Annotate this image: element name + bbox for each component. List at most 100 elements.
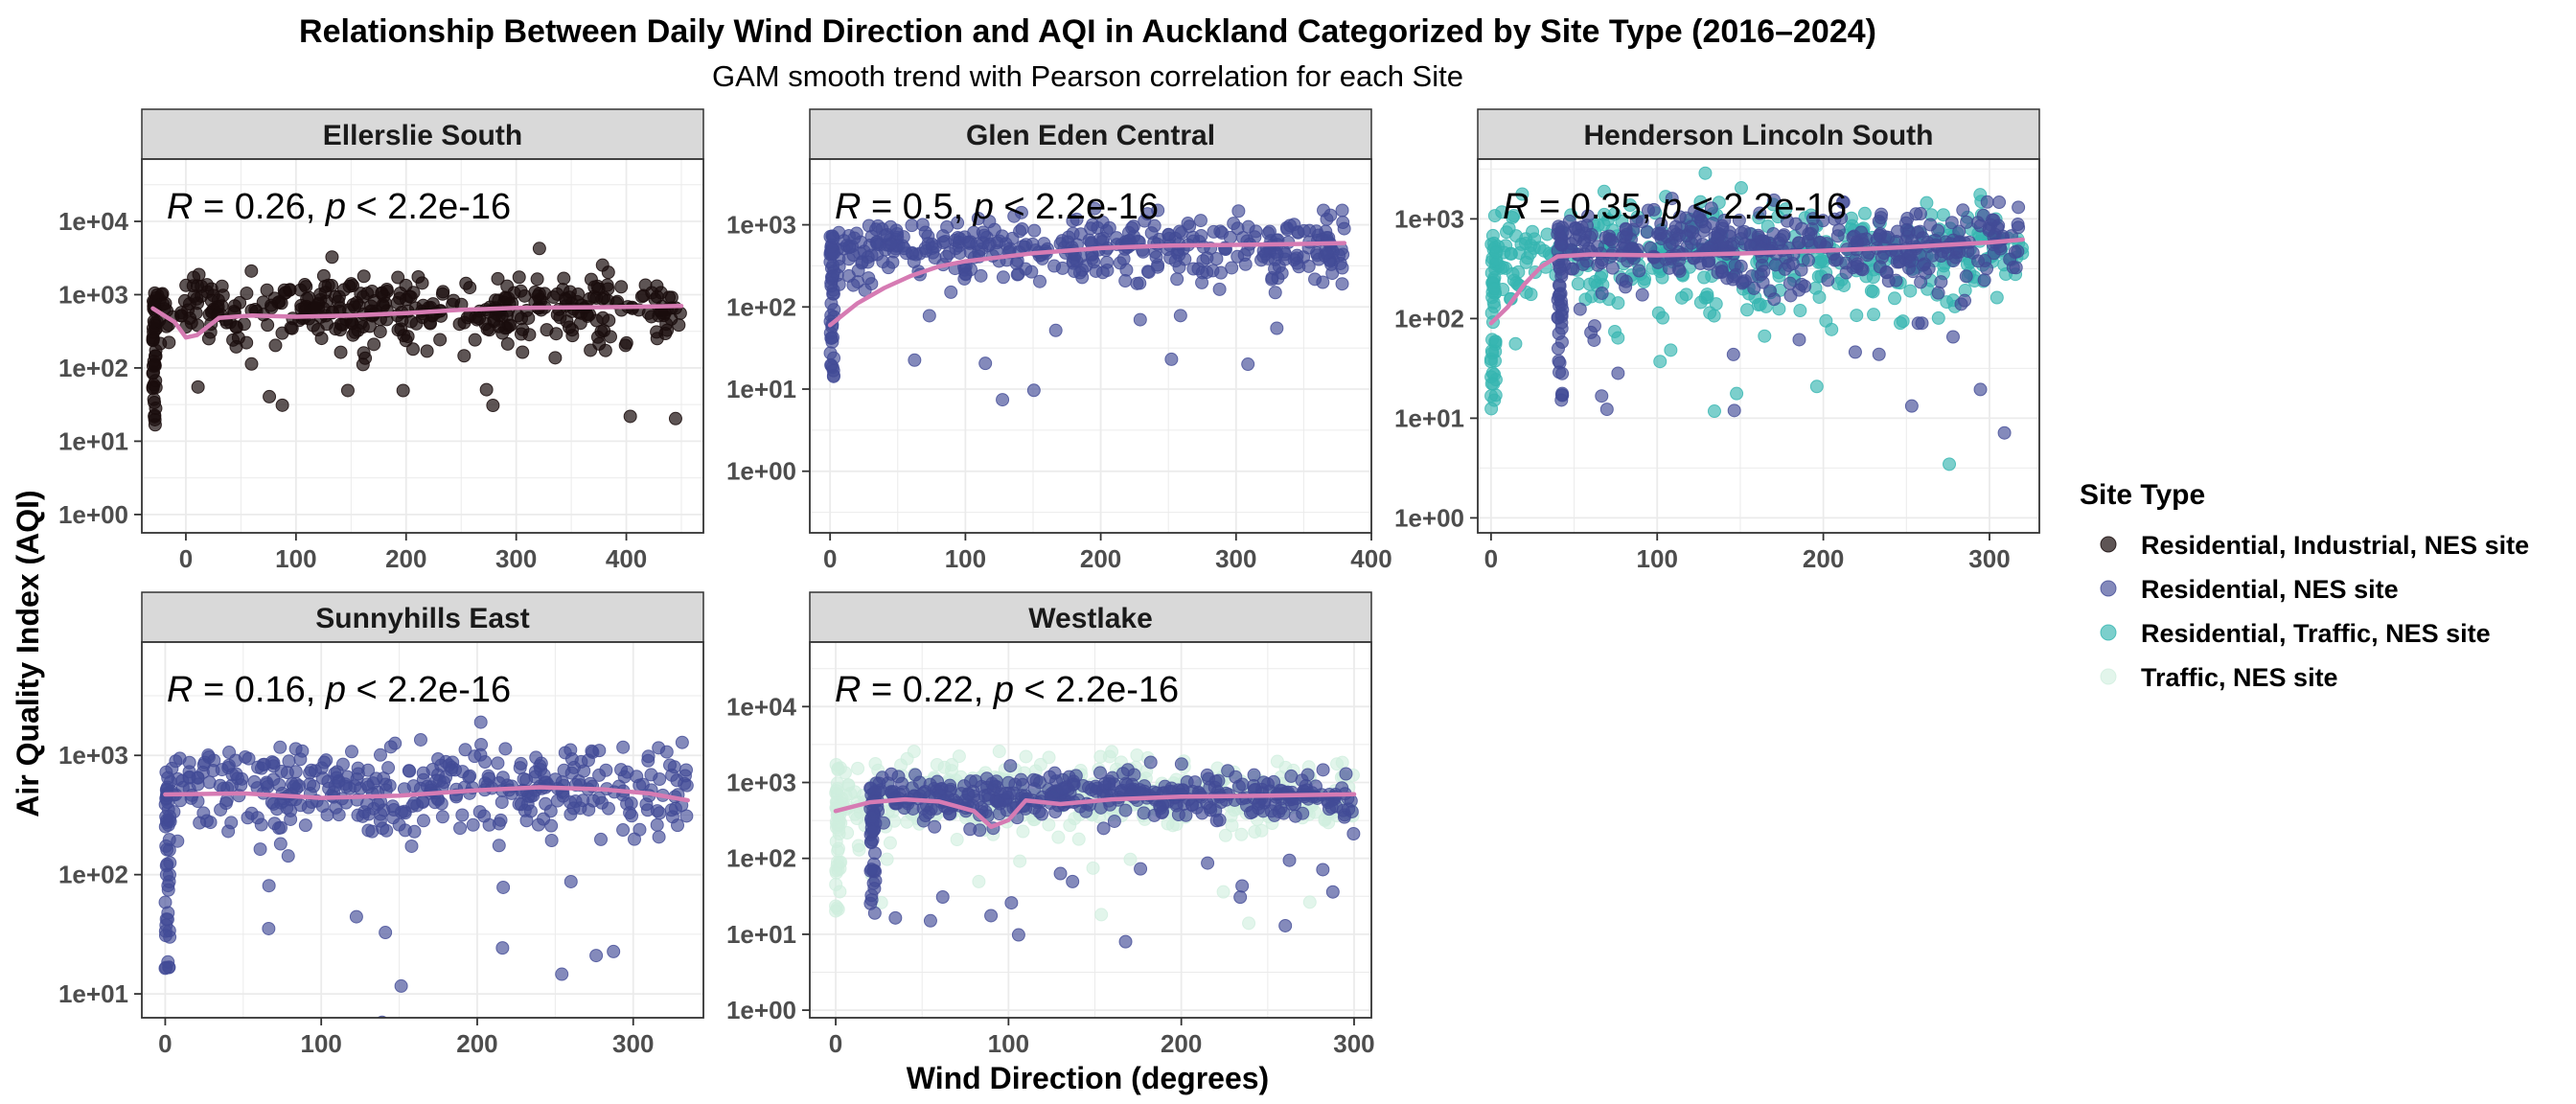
data-point xyxy=(1753,206,1767,220)
data-point xyxy=(237,317,251,332)
x-tick-label: 200 xyxy=(456,1029,497,1058)
data-point xyxy=(1088,201,1102,216)
data-point xyxy=(202,775,217,790)
data-point xyxy=(1009,256,1024,270)
data-point xyxy=(523,804,538,818)
data-point xyxy=(1660,229,1674,243)
facet-strip xyxy=(809,591,1372,643)
data-point xyxy=(1164,352,1179,366)
data-point xyxy=(851,264,865,278)
y-tick-label: 1e+02 xyxy=(726,844,796,873)
data-point xyxy=(1174,757,1188,771)
data-point xyxy=(203,816,218,830)
data-point xyxy=(496,880,511,894)
data-point xyxy=(925,237,939,251)
data-point xyxy=(473,748,488,762)
data-point xyxy=(244,264,259,278)
data-point xyxy=(1675,290,1690,305)
data-point xyxy=(1515,187,1530,201)
data-point xyxy=(928,819,942,834)
data-point xyxy=(1118,803,1133,817)
data-point xyxy=(937,760,952,774)
x-tick-label: 0 xyxy=(158,1029,172,1058)
data-point xyxy=(1336,216,1350,230)
data-point xyxy=(1551,292,1565,307)
data-point xyxy=(950,833,964,847)
data-point xyxy=(867,906,882,920)
data-point xyxy=(1208,803,1223,817)
data-point xyxy=(1776,229,1790,243)
legend-label: Residential, NES site xyxy=(2141,575,2399,604)
data-point xyxy=(1700,288,1714,302)
data-point xyxy=(1580,209,1595,223)
data-point xyxy=(618,338,632,353)
data-point xyxy=(1235,879,1250,893)
data-point xyxy=(1241,219,1255,234)
data-point xyxy=(214,802,228,816)
data-point xyxy=(383,740,398,754)
data-point xyxy=(974,268,988,283)
data-point xyxy=(1033,274,1047,288)
data-point xyxy=(514,284,528,298)
data-point xyxy=(477,809,492,823)
data-point xyxy=(1033,757,1047,771)
data-point xyxy=(564,766,579,780)
data-point xyxy=(271,821,286,836)
data-point xyxy=(473,715,488,729)
data-point xyxy=(1653,355,1668,369)
data-point xyxy=(1216,885,1230,899)
data-point xyxy=(345,745,359,759)
x-tick-label: 200 xyxy=(1080,544,1121,573)
data-point xyxy=(878,228,892,242)
data-point xyxy=(534,756,548,770)
data-point xyxy=(148,396,162,410)
data-point xyxy=(944,285,958,299)
data-point xyxy=(1726,272,1740,287)
y-tick-label: 1e+00 xyxy=(726,996,796,1024)
data-point xyxy=(564,795,578,810)
y-tick-label: 1e+01 xyxy=(58,979,128,1008)
data-point xyxy=(850,812,864,826)
data-point xyxy=(260,283,274,297)
data-point xyxy=(221,824,236,839)
gam-smooth-line xyxy=(827,241,1347,328)
data-point xyxy=(1485,228,1500,242)
data-point xyxy=(1335,261,1349,275)
data-point xyxy=(1635,288,1649,302)
data-point xyxy=(883,836,897,850)
data-point xyxy=(463,281,477,295)
data-point xyxy=(160,857,174,871)
data-point xyxy=(620,796,634,811)
y-tick-label: 1e+04 xyxy=(58,207,129,236)
data-point xyxy=(1662,261,1676,275)
data-point xyxy=(916,786,931,800)
data-point xyxy=(1526,224,1540,239)
data-point xyxy=(253,842,267,857)
data-point xyxy=(1211,773,1226,788)
data-point xyxy=(1706,217,1720,231)
data-point xyxy=(316,268,331,283)
data-point xyxy=(320,317,334,332)
data-point xyxy=(1335,203,1349,218)
data-point xyxy=(1554,307,1569,321)
data-point xyxy=(1203,780,1217,794)
data-point xyxy=(158,961,172,976)
data-point xyxy=(1200,768,1214,782)
x-tick-label: 0 xyxy=(179,544,193,573)
data-point xyxy=(402,289,416,304)
data-point xyxy=(951,216,965,230)
facet-strip xyxy=(141,108,704,160)
data-point xyxy=(379,926,393,940)
data-point xyxy=(1195,275,1209,289)
data-point xyxy=(1767,292,1782,307)
legend-item: Residential, Traffic, NES site xyxy=(2100,619,2491,648)
data-point xyxy=(416,766,430,780)
data-point xyxy=(1934,275,1948,289)
data-point xyxy=(416,794,430,809)
data-point xyxy=(2012,220,2026,235)
x-tick-label: 400 xyxy=(1350,544,1392,573)
data-point xyxy=(555,967,569,981)
data-point xyxy=(825,229,840,243)
y-tick-label: 1e+03 xyxy=(58,741,128,770)
data-point xyxy=(1704,201,1718,216)
